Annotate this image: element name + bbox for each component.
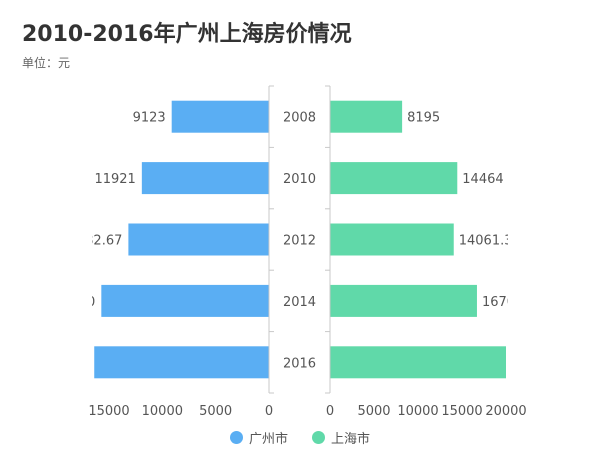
- data-label-shanghai-2016: 20000: [511, 356, 552, 371]
- data-label-shanghai-2010: 14464: [462, 172, 503, 187]
- legend-item-guangzhou[interactable]: 广州市: [229, 428, 288, 447]
- bar-shanghai-2014: [330, 284, 477, 317]
- x-tick-label-shanghai: 0: [326, 404, 334, 419]
- x-tick-label-guangzhou: 0: [265, 404, 273, 419]
- category-label-2010: 2010: [283, 172, 316, 187]
- data-label-guangzhou-2008: 9123: [133, 111, 166, 126]
- x-tick-label-shanghai: 10000: [397, 404, 438, 419]
- x-tick-label-guangzhou: 15000: [88, 404, 129, 419]
- bar-guangzhou-2008: [171, 100, 269, 133]
- legend: 广州市 上海市: [0, 428, 600, 447]
- bar-shanghai-2012: [330, 223, 454, 256]
- bar-shanghai-2010: [330, 162, 458, 195]
- chart-title: 2010-2016年广州上海房价情况: [22, 22, 352, 47]
- data-label-guangzhou-2016: 16384: [47, 356, 88, 371]
- data-label-guangzhou-2012: 13182.67: [60, 234, 122, 249]
- category-label-2014: 2014: [283, 295, 316, 310]
- bar-guangzhou-2016: [94, 346, 269, 379]
- category-label-2008: 2008: [283, 111, 316, 126]
- x-tick-label-shanghai: 5000: [357, 404, 390, 419]
- bar-guangzhou-2012: [128, 223, 269, 256]
- data-label-guangzhou-2014: 15720: [54, 295, 95, 310]
- bar-shanghai-2016: [330, 346, 506, 379]
- bar-guangzhou-2010: [141, 162, 269, 195]
- legend-label-guangzhou: 广州市: [248, 432, 288, 447]
- data-label-shanghai-2012: 14061.3: [459, 234, 513, 249]
- category-label-2012: 2012: [283, 234, 316, 249]
- x-tick-label-shanghai: 20000: [485, 404, 526, 419]
- bar-shanghai-2008: [330, 100, 403, 133]
- data-label-shanghai-2014: 16700: [482, 295, 523, 310]
- x-tick-label-shanghai: 15000: [441, 404, 482, 419]
- legend-dot-shanghai: [312, 431, 325, 444]
- legend-dot-guangzhou: [229, 431, 243, 444]
- data-label-guangzhou-2010: 11921: [94, 172, 135, 187]
- chart-subtitle: 单位：元: [22, 56, 71, 70]
- data-label-shanghai-2008: 8195: [407, 111, 440, 126]
- bar-guangzhou-2014: [101, 284, 269, 317]
- x-tick-label-guangzhou: 5000: [199, 404, 232, 419]
- x-tick-label-guangzhou: 10000: [142, 404, 183, 419]
- legend-item-shanghai[interactable]: 上海市: [312, 428, 370, 447]
- category-label-2016: 2016: [283, 356, 316, 371]
- legend-label-shanghai: 上海市: [331, 432, 371, 447]
